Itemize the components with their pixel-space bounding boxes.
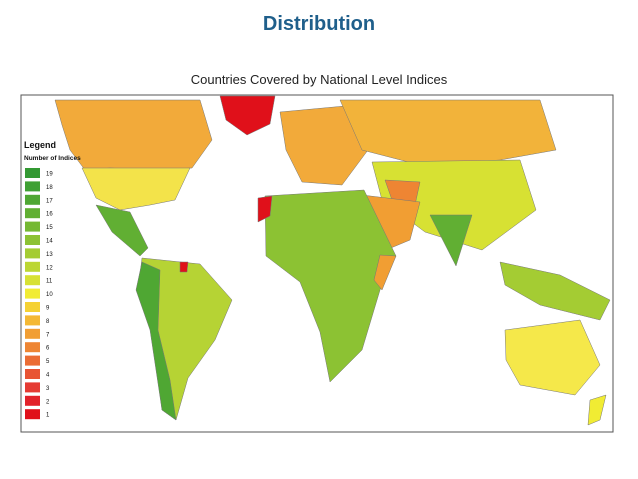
greenland: [219, 95, 276, 136]
russia: [339, 99, 557, 166]
legend-swatch: [25, 248, 40, 259]
legend-swatch: [25, 275, 40, 286]
legend-label: 9: [46, 306, 50, 312]
legend-label: 8: [46, 319, 50, 325]
legend-subtitle: Number of Indices: [24, 155, 81, 162]
legend-label: 7: [46, 332, 50, 338]
legend-label: 14: [46, 239, 53, 245]
andes: [135, 261, 177, 421]
legend-swatch: [25, 194, 40, 205]
map-shapes: [54, 95, 611, 426]
legend-label: 2: [46, 399, 50, 405]
legend-label: 18: [46, 185, 53, 191]
legend: 19 18 17 16 15 14 13 12 11 10 9 8 7 6 5 4 3 2 1: [25, 168, 53, 420]
new-zealand: [587, 394, 607, 426]
legend-label: 1: [46, 413, 50, 419]
africa: [264, 189, 397, 383]
legend-label: 10: [46, 292, 53, 298]
western-sahara: [257, 195, 273, 223]
australia: [504, 319, 601, 396]
legend-swatch: [25, 369, 40, 379]
legend-label: 17: [46, 198, 53, 204]
legend-swatch: [25, 382, 40, 393]
central-america: [95, 204, 149, 257]
legend-swatch: [25, 409, 40, 420]
legend-label: 16: [46, 212, 53, 218]
legend-title: Legend: [24, 140, 56, 150]
somalia: [373, 254, 397, 291]
legend-swatch: [25, 395, 40, 406]
legend-label: 11: [46, 279, 53, 285]
legend-label: 5: [46, 359, 50, 365]
legend-swatch: [25, 315, 40, 326]
map-title: Countries Covered by National Level Indi…: [191, 72, 448, 87]
guiana: [179, 261, 189, 273]
legend-swatch: [25, 235, 40, 245]
legend-label: 3: [46, 386, 50, 392]
legend-swatch: [25, 181, 40, 192]
legend-swatch: [25, 328, 40, 339]
legend-label: 4: [46, 373, 50, 379]
legend-swatch: [25, 342, 40, 353]
india: [429, 214, 473, 267]
legend-swatch: [25, 261, 40, 272]
legend-swatch: [25, 168, 40, 178]
legend-label: 15: [46, 225, 53, 231]
legend-swatch: [25, 208, 40, 219]
slide-title: Distribution: [263, 13, 375, 35]
legend-label: 6: [46, 346, 50, 352]
legend-label: 19: [46, 172, 53, 178]
legend-swatch: [25, 288, 40, 299]
legend-label: 12: [46, 265, 53, 271]
usa: [81, 167, 191, 211]
southeast-asia: [499, 261, 611, 321]
legend-swatch: [25, 302, 40, 312]
legend-swatch: [25, 221, 40, 232]
legend-swatch: [25, 355, 40, 366]
legend-label: 13: [46, 252, 53, 258]
